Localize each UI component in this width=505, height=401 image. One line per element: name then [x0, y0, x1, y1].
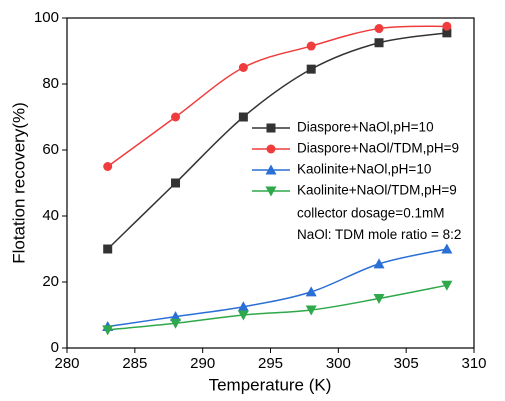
data-point [171, 178, 181, 188]
x-tick-label: 300 [326, 355, 351, 372]
y-tick-label: 40 [42, 207, 59, 224]
data-point [238, 63, 248, 72]
x-tick-label: 305 [394, 355, 419, 372]
y-tick-label: 100 [34, 9, 59, 26]
legend-label: Diaspore+NaOl,pH=10 [297, 120, 434, 135]
data-point [238, 112, 248, 122]
data-point [103, 244, 113, 254]
data-point [442, 28, 452, 38]
annotation: collector dosage=0.1mM [297, 206, 444, 221]
data-point [374, 24, 384, 34]
legend-label: Kaolinite+NaOl,pH=10 [297, 162, 431, 177]
data-point [102, 325, 114, 336]
data-point [170, 318, 182, 329]
data-point [305, 286, 317, 297]
data-point [237, 310, 249, 321]
data-point [441, 243, 453, 254]
data-point [237, 301, 249, 312]
data-point [373, 294, 385, 304]
y-tick-label: 60 [42, 141, 59, 158]
legend-marker [266, 144, 276, 154]
x-tick-label: 290 [190, 355, 215, 372]
annotation: NaOl: TDM mole ratio = 8:2 [297, 227, 461, 242]
legend-label: Diaspore+NaOl/TDM,pH=9 [297, 141, 459, 156]
y-tick-label: 0 [51, 339, 59, 356]
series-line [107, 284, 448, 331]
legend-marker [266, 123, 276, 133]
data-point [306, 64, 316, 74]
x-tick-label: 285 [122, 355, 147, 372]
legend-marker [265, 164, 277, 175]
y-tick-label: 80 [42, 75, 59, 92]
data-point [171, 112, 181, 122]
y-axis-label: Flotation recovery(%) [9, 102, 28, 264]
data-point [103, 162, 113, 171]
x-axis-label: Temperature (K) [209, 375, 332, 394]
data-point [442, 21, 452, 31]
x-tick-label: 310 [461, 355, 486, 372]
legend-marker [265, 186, 277, 197]
data-point [305, 305, 317, 316]
x-tick-label: 280 [54, 355, 79, 372]
x-tick-label: 295 [258, 355, 283, 372]
data-point [170, 311, 182, 322]
y-tick-label: 20 [42, 273, 59, 290]
data-point [306, 41, 316, 51]
legend-label: Kaolinite+NaOl/TDM,pH=9 [297, 183, 457, 198]
data-point [441, 280, 453, 291]
data-point [373, 258, 385, 269]
series-line [107, 248, 448, 328]
data-point [374, 38, 384, 48]
